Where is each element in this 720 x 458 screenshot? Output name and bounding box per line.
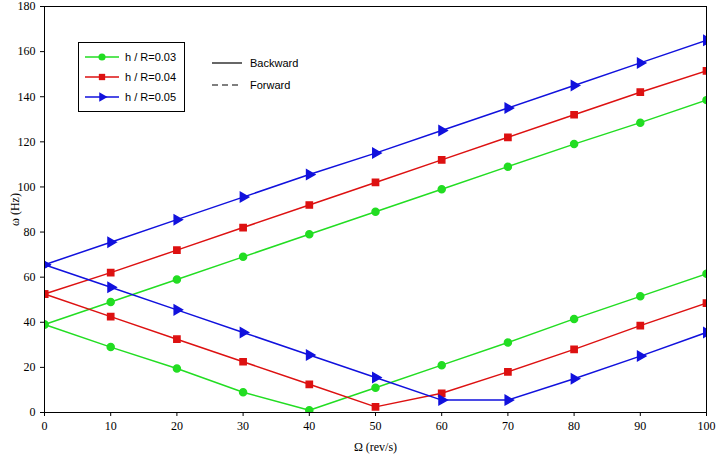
svg-text:40: 40	[303, 419, 315, 433]
html-text:Forward: Forward	[250, 79, 291, 91]
svg-text:0: 0	[42, 419, 48, 433]
svg-text:100: 100	[18, 180, 36, 194]
svg-text:50: 50	[370, 419, 382, 433]
svg-text:20: 20	[171, 419, 183, 433]
svg-text:120: 120	[18, 135, 36, 149]
svg-text:30: 30	[237, 419, 249, 433]
svg-text:0: 0	[30, 405, 36, 419]
svg-text:100: 100	[698, 419, 716, 433]
svg-text:ω (Hz): ω (Hz)	[8, 193, 22, 226]
svg-text:90: 90	[634, 419, 646, 433]
html-text:h / R=0.05: h / R=0.05	[125, 91, 177, 103]
html-text:h / R=0.03: h / R=0.03	[125, 51, 177, 63]
svg-text:60: 60	[436, 419, 448, 433]
svg-text:80: 80	[24, 225, 36, 239]
svg-text:80: 80	[568, 419, 580, 433]
svg-text:20: 20	[24, 360, 36, 374]
svg-text:160: 160	[18, 44, 36, 58]
svg-text:180: 180	[18, 0, 36, 13]
svg-text:10: 10	[105, 419, 117, 433]
svg-text:Ω (rev/s): Ω (rev/s)	[354, 440, 397, 454]
svg-text:60: 60	[24, 270, 36, 284]
svg-text:140: 140	[18, 90, 36, 104]
svg-text:70: 70	[502, 419, 514, 433]
svg-text:40: 40	[24, 315, 36, 329]
html-text:h / R=0.04: h / R=0.04	[125, 71, 177, 83]
html-text:Backward: Backward	[250, 57, 299, 69]
